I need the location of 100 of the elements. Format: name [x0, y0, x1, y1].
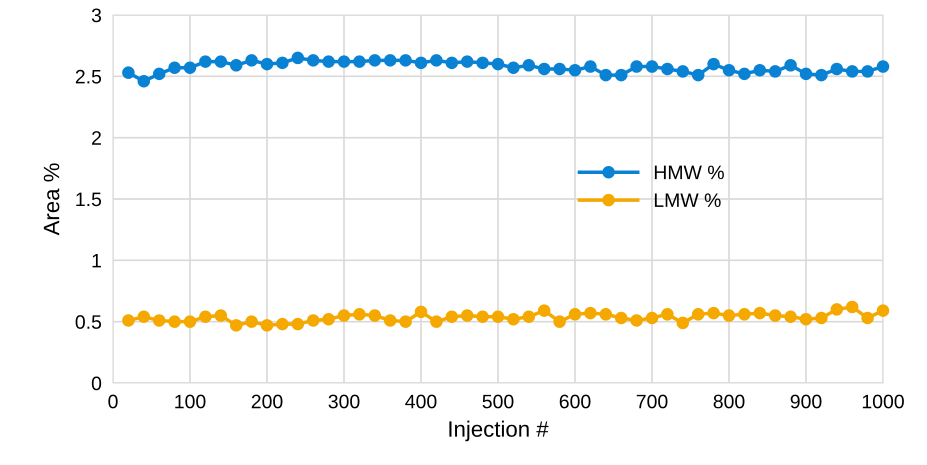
x-axis-title: Injection # [449, 420, 549, 442]
point [646, 312, 658, 324]
point [446, 310, 458, 324]
point [692, 68, 704, 82]
legend-label: HMW % [654, 166, 724, 180]
point [722, 309, 736, 322]
point [646, 60, 658, 73]
point [138, 310, 150, 324]
point [707, 306, 720, 320]
point [876, 60, 890, 73]
point [830, 303, 844, 316]
x-tick-label: 1000 [862, 394, 904, 408]
point [600, 308, 612, 321]
point [707, 58, 720, 70]
point [815, 68, 828, 82]
point [538, 62, 550, 76]
x-tick-label: 500 [482, 394, 514, 408]
point [476, 56, 489, 70]
legend-label: LMW % [654, 193, 721, 208]
point [446, 56, 458, 70]
point [553, 62, 566, 76]
point [230, 319, 242, 332]
point [692, 308, 704, 321]
point [276, 56, 289, 70]
point [214, 309, 228, 322]
point [507, 312, 520, 326]
point [846, 65, 858, 78]
point [199, 55, 212, 68]
x-tick-label: 0 [108, 394, 118, 408]
point [214, 55, 228, 68]
point [768, 309, 782, 322]
point [876, 304, 890, 317]
point [846, 300, 858, 314]
point [600, 68, 612, 82]
point [414, 56, 428, 70]
point [292, 318, 304, 330]
point [522, 59, 536, 72]
point [738, 308, 751, 321]
point [492, 58, 504, 70]
point [538, 304, 550, 317]
y-tick-label: 3 [92, 8, 102, 22]
point [584, 60, 597, 73]
point [614, 68, 628, 82]
x-tick-label: 400 [405, 394, 436, 408]
x-tick-label: 100 [175, 394, 206, 408]
point [430, 54, 443, 67]
point [553, 315, 566, 328]
point [784, 310, 797, 324]
point [738, 68, 751, 80]
y-tick-label: 0 [92, 376, 102, 390]
point [861, 65, 874, 78]
point [476, 310, 489, 324]
point [322, 312, 335, 326]
x-tick-label: 600 [560, 394, 590, 408]
point [384, 54, 396, 67]
point [399, 315, 412, 328]
point [784, 59, 797, 72]
point [630, 60, 643, 73]
point [168, 61, 181, 74]
point [276, 318, 289, 330]
point [122, 314, 135, 327]
point [661, 62, 674, 76]
point [861, 312, 874, 324]
point [168, 315, 181, 328]
point [260, 58, 274, 70]
point [384, 314, 396, 327]
point [338, 309, 350, 322]
point [292, 52, 304, 64]
point [568, 308, 582, 321]
point [353, 55, 366, 68]
point [460, 55, 474, 68]
point [230, 59, 242, 72]
point [630, 314, 643, 327]
point [800, 68, 812, 80]
point [353, 308, 366, 321]
point [306, 314, 320, 327]
y-tick-label: 2.5 [76, 70, 102, 84]
x-tick-label: 800 [714, 394, 744, 408]
point [306, 54, 320, 67]
point [614, 312, 628, 324]
y-axis-title: Area % [44, 163, 60, 236]
point [815, 312, 828, 324]
point [152, 314, 166, 327]
point [676, 65, 690, 78]
point [199, 310, 212, 324]
x-tick-label: 200 [252, 394, 282, 408]
point [184, 315, 196, 328]
point [754, 64, 766, 76]
point [138, 74, 150, 88]
point [754, 306, 766, 320]
point [245, 54, 258, 67]
point [368, 309, 382, 322]
point [338, 55, 350, 68]
point [722, 64, 736, 76]
point [368, 54, 382, 67]
point [492, 310, 504, 324]
point [768, 65, 782, 78]
point [122, 66, 135, 79]
point [430, 315, 443, 328]
point [152, 68, 166, 80]
